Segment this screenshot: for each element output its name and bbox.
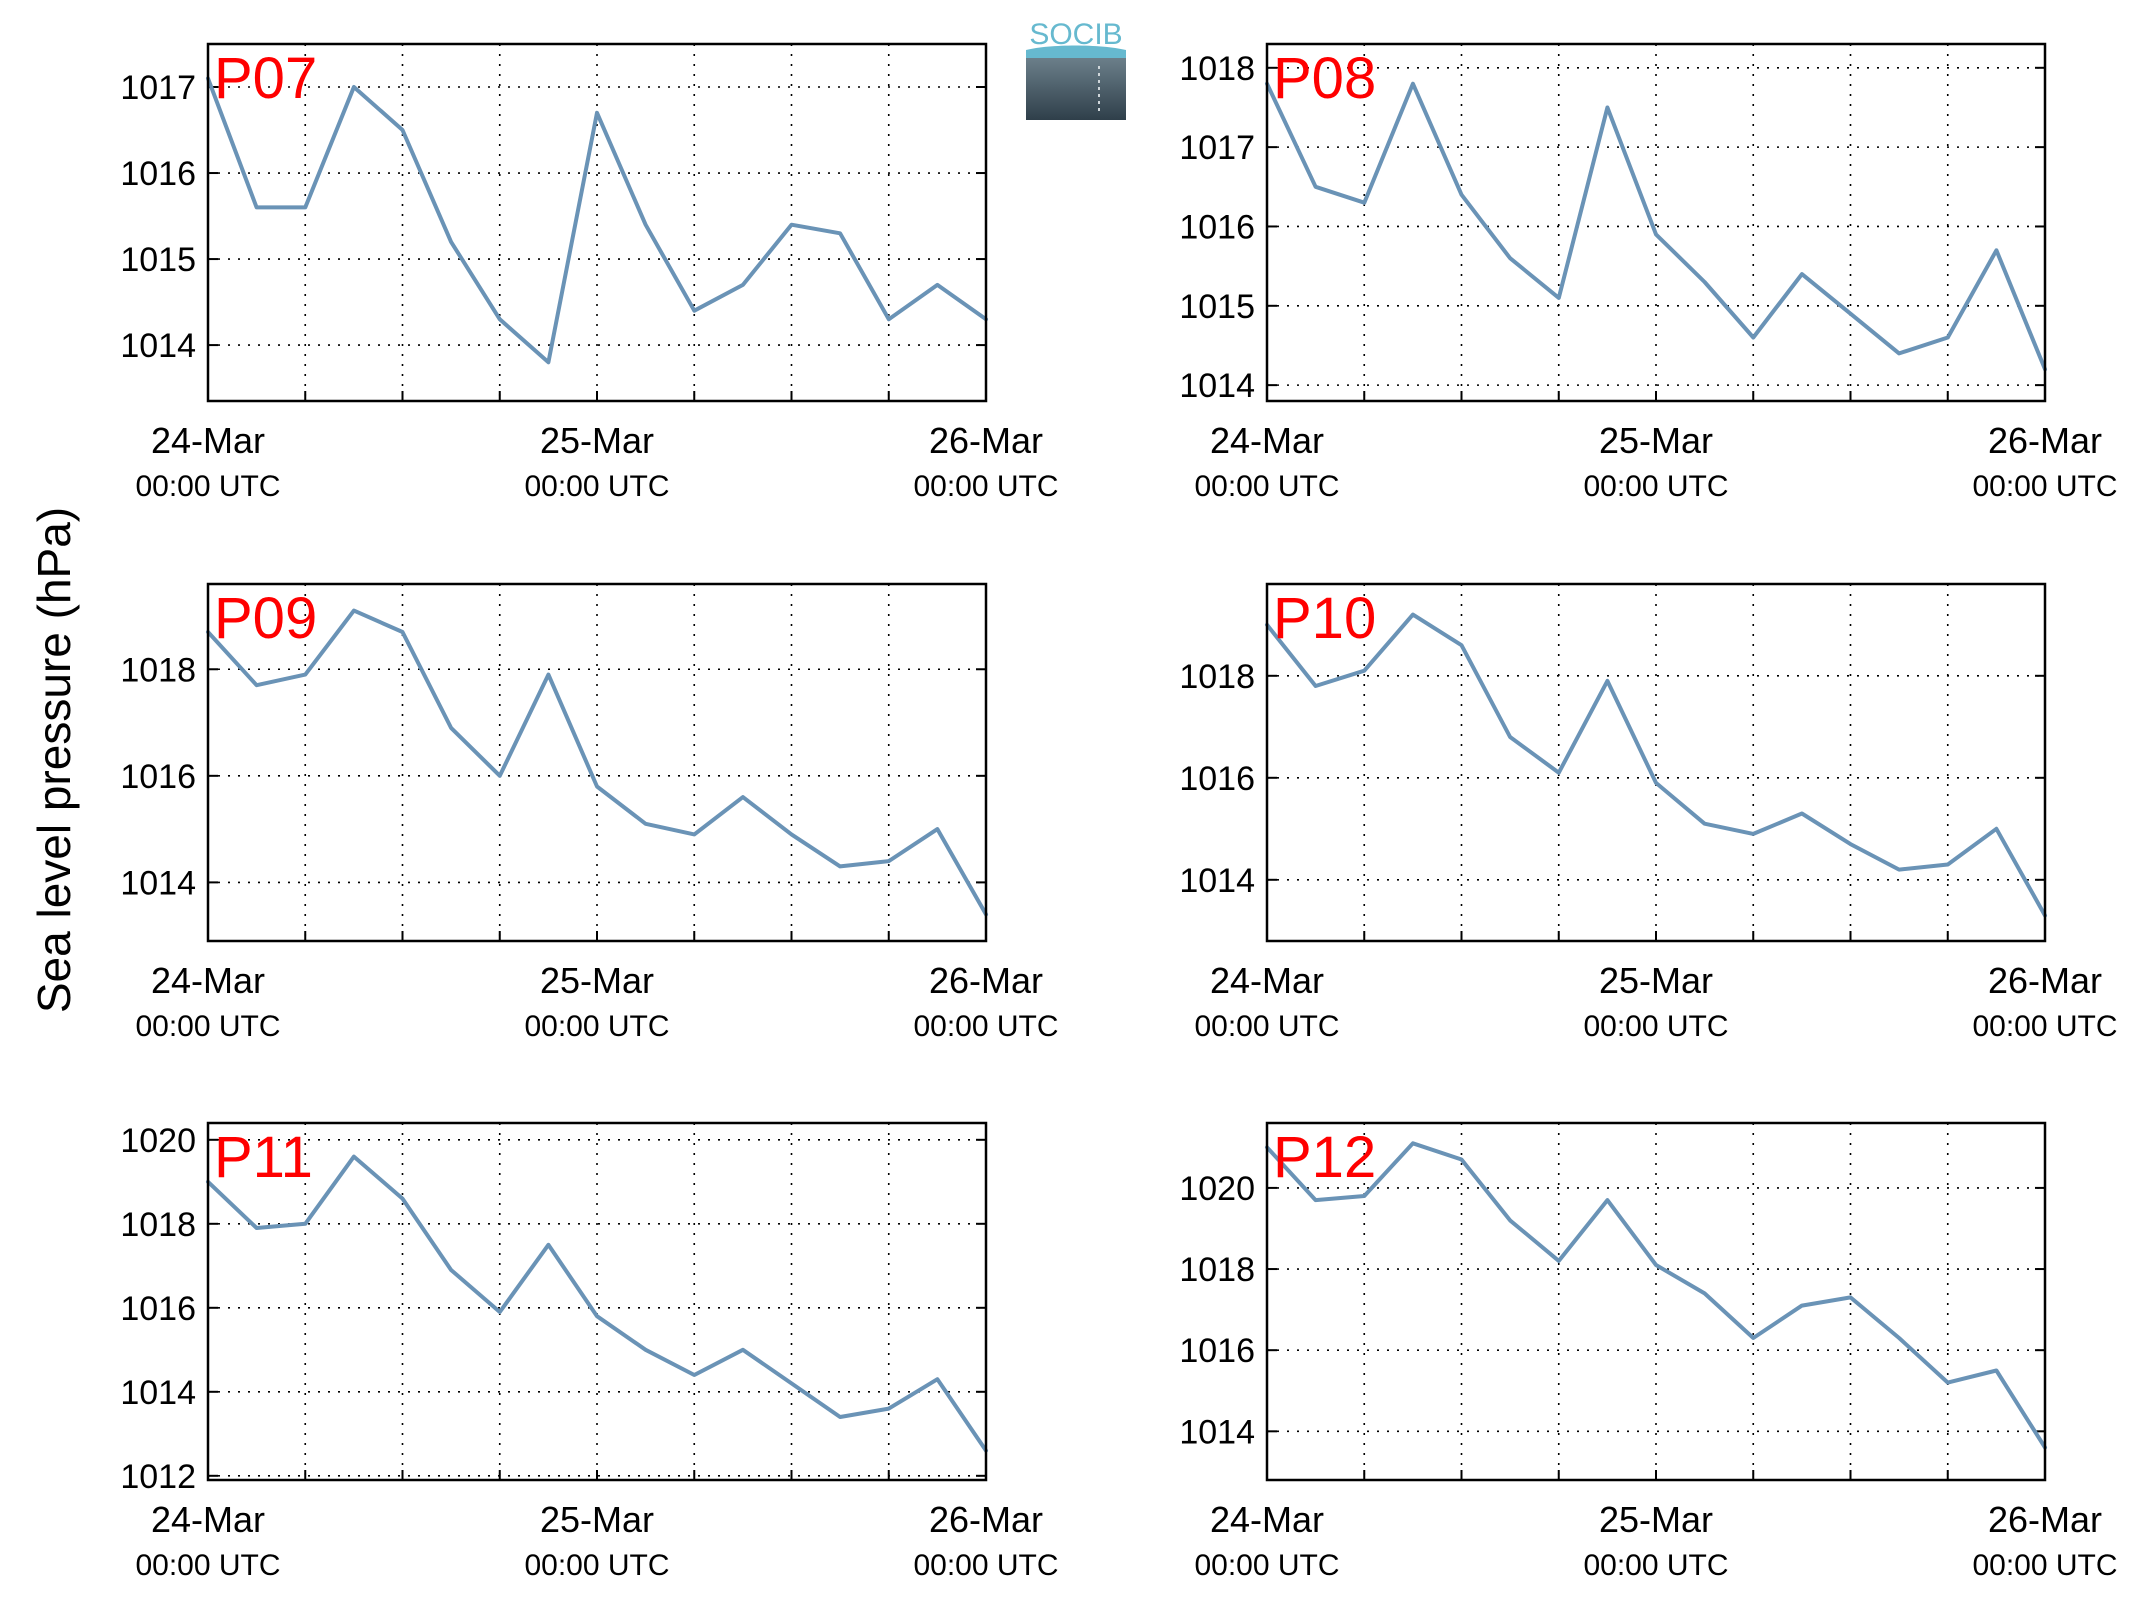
logo-wave <box>1026 45 1126 58</box>
x-tick-sublabel: 00:00 UTC <box>524 1549 669 1582</box>
x-tick-label: 25-Mar <box>1599 1499 1713 1540</box>
y-tick-label: 1016 <box>1179 1332 1255 1370</box>
x-tick-label: 26-Mar <box>1988 960 2102 1001</box>
series-line-p08 <box>1265 81 2047 372</box>
x-tick-sublabel: 00:00 UTC <box>524 1010 669 1043</box>
y-tick-label: 1016 <box>120 1290 196 1328</box>
x-tick-label: 25-Mar <box>1599 420 1713 461</box>
x-tick-label: 24-Mar <box>151 1499 265 1540</box>
y-tick-label: 1014 <box>120 1374 196 1412</box>
series-line-p07 <box>206 76 988 365</box>
y-tick-label: 1018 <box>1179 50 1255 88</box>
y-tick-label: 1014 <box>1179 862 1255 900</box>
x-tick-label: 24-Mar <box>151 420 265 461</box>
x-tick-sublabel: 00:00 UTC <box>1194 1549 1339 1582</box>
x-tick-label: 26-Mar <box>929 1499 1043 1540</box>
y-tick-label: 1017 <box>1179 129 1255 167</box>
axes-frame <box>1265 582 2047 943</box>
x-tick-sublabel: 00:00 UTC <box>1583 1010 1728 1043</box>
y-tick-label: 1020 <box>120 1122 196 1160</box>
y-tick-label: 1015 <box>120 241 196 279</box>
x-tick-sublabel: 00:00 UTC <box>1972 1549 2117 1582</box>
y-tick-label: 1012 <box>120 1458 196 1496</box>
station-label: P12 <box>1273 1125 1376 1190</box>
station-label: P11 <box>214 1125 313 1190</box>
x-tick-label: 26-Mar <box>929 960 1043 1001</box>
y-tick-label: 1018 <box>1179 1251 1255 1289</box>
axes-frame <box>206 1121 988 1482</box>
x-tick-label: 25-Mar <box>540 960 654 1001</box>
x-tick-sublabel: 00:00 UTC <box>1194 470 1339 503</box>
x-tick-label: 24-Mar <box>151 960 265 1001</box>
x-tick-label: 24-Mar <box>1210 420 1324 461</box>
x-tick-label: 26-Mar <box>1988 1499 2102 1540</box>
y-tick-label: 1014 <box>1179 1413 1255 1451</box>
y-tick-label: 1016 <box>1179 208 1255 246</box>
x-tick-sublabel: 00:00 UTC <box>135 470 280 503</box>
panel-p08: 1014 1015 1016 1017 1018 24-Mar 00:00 UTC 25-Ma… <box>1179 42 2118 503</box>
panels: 1014 1015 1016 1017 24-Mar 00:00 UTC 25-Mar 00:… <box>120 42 2118 1582</box>
x-tick-sublabel: 00:00 UTC <box>1583 470 1728 503</box>
panel-p07: 1014 1015 1016 1017 24-Mar 00:00 UTC 25-Mar 00:… <box>120 42 1059 503</box>
logo-block <box>1026 58 1126 120</box>
station-label: P10 <box>1273 586 1376 651</box>
axes-frame <box>1265 1121 2047 1482</box>
axes-frame <box>1265 42 2047 403</box>
y-tick-label: 1016 <box>120 758 196 796</box>
socib-logo: SOCIB <box>1026 18 1126 120</box>
x-tick-label: 25-Mar <box>540 1499 654 1540</box>
x-tick-label: 26-Mar <box>929 420 1043 461</box>
y-tick-label: 1014 <box>120 327 196 365</box>
y-tick-label: 1015 <box>1179 288 1255 326</box>
y-tick-label: 1020 <box>1179 1170 1255 1208</box>
x-tick-sublabel: 00:00 UTC <box>1194 1010 1339 1043</box>
x-tick-sublabel: 00:00 UTC <box>135 1010 280 1043</box>
y-tick-label: 1014 <box>120 864 196 902</box>
x-tick-sublabel: 00:00 UTC <box>1972 1010 2117 1043</box>
series-line-p09 <box>206 608 988 917</box>
x-tick-label: 24-Mar <box>1210 960 1324 1001</box>
y-tick-label: 1018 <box>120 1206 196 1244</box>
x-tick-sublabel: 00:00 UTC <box>913 1549 1058 1582</box>
axes-frame <box>206 582 988 943</box>
logo-text: SOCIB <box>1029 18 1122 51</box>
series-line-p12 <box>1265 1141 2047 1450</box>
series-line-p10 <box>1265 612 2047 918</box>
panel-p09: 1014 1016 1018 24-Mar 00:00 UTC 25-Mar 00:00 U… <box>120 582 1059 1043</box>
x-tick-sublabel: 00:00 UTC <box>913 1010 1058 1043</box>
x-tick-sublabel: 00:00 UTC <box>913 470 1058 503</box>
y-tick-label: 1016 <box>1179 760 1255 798</box>
x-tick-label: 24-Mar <box>1210 1499 1324 1540</box>
y-axis-label: Sea level pressure (hPa) <box>28 507 80 1013</box>
x-tick-sublabel: 00:00 UTC <box>1583 1549 1728 1582</box>
x-tick-label: 26-Mar <box>1988 420 2102 461</box>
y-tick-label: 1018 <box>1179 658 1255 696</box>
axes-frame <box>206 42 988 403</box>
panel-p11: 1012 1014 1016 1018 1020 24-Mar 00:00 UTC 25-Ma… <box>120 1121 1059 1582</box>
station-label: P09 <box>214 586 317 651</box>
x-tick-sublabel: 00:00 UTC <box>135 1549 280 1582</box>
x-tick-label: 25-Mar <box>1599 960 1713 1001</box>
x-tick-label: 25-Mar <box>540 420 654 461</box>
x-tick-sublabel: 00:00 UTC <box>524 470 669 503</box>
series-line-p11 <box>206 1154 988 1453</box>
y-tick-label: 1014 <box>1179 367 1255 405</box>
x-tick-sublabel: 00:00 UTC <box>1972 470 2117 503</box>
station-label: P07 <box>214 46 317 111</box>
station-label: P08 <box>1273 46 1376 111</box>
y-tick-label: 1018 <box>120 651 196 689</box>
panel-p10: 1014 1016 1018 24-Mar 00:00 UTC 25-Mar 00:00 U… <box>1179 582 2118 1043</box>
panel-p12: 1014 1016 1018 1020 24-Mar 00:00 UTC 25-Mar 00:… <box>1179 1121 2118 1582</box>
y-tick-label: 1017 <box>120 69 196 107</box>
y-tick-label: 1016 <box>120 155 196 193</box>
